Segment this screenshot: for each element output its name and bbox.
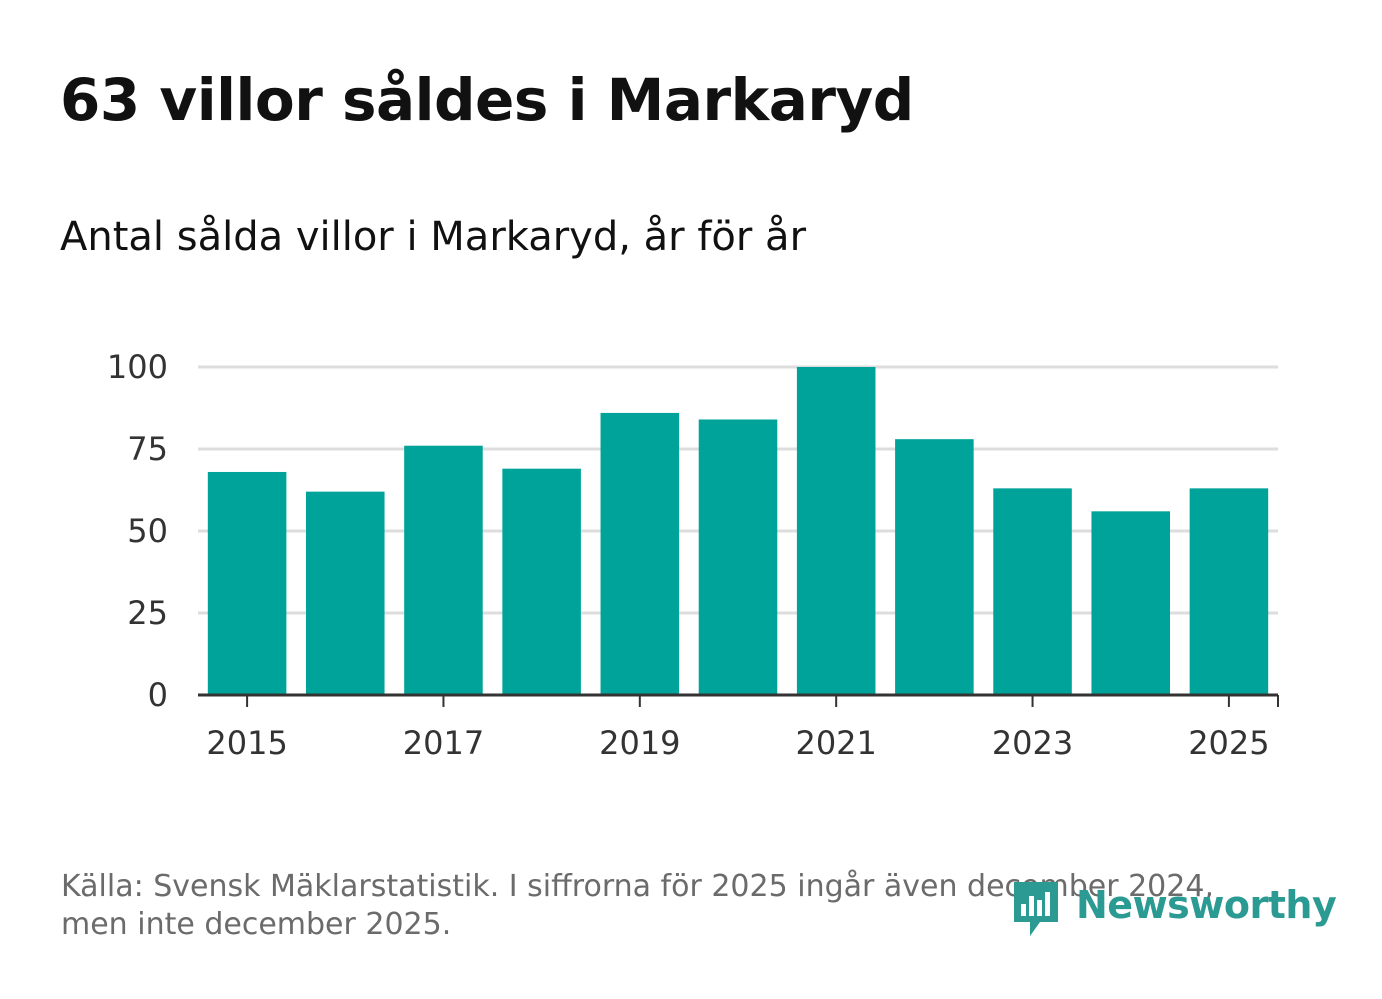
x-tick-label: 2023 <box>992 724 1073 762</box>
bars <box>207 367 1269 695</box>
bar-2022 <box>895 439 974 695</box>
y-tick-label: 50 <box>127 512 168 550</box>
y-tick-label: 0 <box>148 676 168 714</box>
bar-2024 <box>1091 511 1170 695</box>
y-tick-label: 25 <box>127 594 168 632</box>
bar-2015 <box>207 471 287 695</box>
newsworthy-logo: Newsworthy <box>1010 878 1337 940</box>
x-tick-label: 2015 <box>206 724 287 762</box>
y-axis-labels: 0 25 50 75 100 <box>107 348 168 714</box>
x-tick-label: 2019 <box>599 724 680 762</box>
y-tick-label: 100 <box>107 348 168 386</box>
source-line-2: men inte december 2025. <box>61 907 452 942</box>
bar-2020 <box>698 419 778 695</box>
bar-2023 <box>993 488 1072 695</box>
y-tick-label: 75 <box>127 430 168 468</box>
x-tick-label: 2021 <box>795 724 876 762</box>
chart-subtitle: Antal sålda villor i Markaryd, år för år <box>60 214 807 260</box>
newsworthy-logo-icon <box>1014 882 1058 936</box>
bar-2018 <box>502 468 581 695</box>
bar-chart: 2015 2017 2019 2021 2023 2025 0 25 50 75 100 <box>107 348 1279 762</box>
x-axis: 2015 2017 2019 2021 2023 2025 <box>198 693 1279 762</box>
bar-2016 <box>306 491 385 695</box>
bar-2019 <box>600 412 680 695</box>
bar-2017 <box>404 445 483 695</box>
newsworthy-logo-text: Newsworthy <box>1076 883 1337 927</box>
x-tick-label: 2025 <box>1188 724 1269 762</box>
bar-2025 <box>1189 488 1269 695</box>
bar-2021 <box>796 367 876 695</box>
chart-title: 63 villor såldes i Markaryd <box>60 66 914 134</box>
x-tick-label: 2017 <box>403 724 484 762</box>
